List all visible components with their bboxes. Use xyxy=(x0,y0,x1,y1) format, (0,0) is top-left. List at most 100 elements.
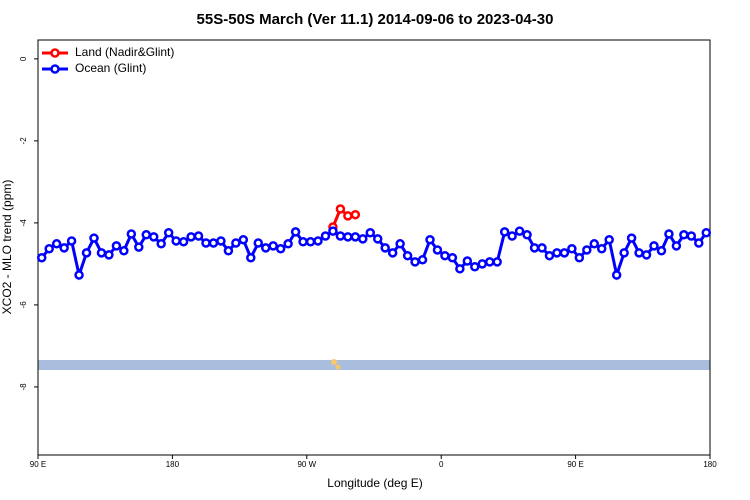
data-point xyxy=(343,232,353,242)
data-point xyxy=(44,243,54,254)
data-point xyxy=(290,227,301,237)
data-point xyxy=(193,231,204,241)
data-point xyxy=(671,241,682,251)
data-point xyxy=(372,234,383,244)
data-point xyxy=(186,232,196,242)
data-point xyxy=(350,209,361,220)
data-point xyxy=(499,227,510,237)
data-point xyxy=(604,234,614,245)
data-point xyxy=(358,234,368,244)
data-point xyxy=(634,248,644,258)
y-tick-label: -8 xyxy=(19,383,28,391)
data-point xyxy=(111,241,122,251)
data-point xyxy=(656,246,667,256)
data-point xyxy=(432,245,443,255)
data-point xyxy=(268,241,278,251)
data-point xyxy=(201,238,211,248)
data-point xyxy=(260,243,271,253)
data-point xyxy=(231,238,241,248)
data-point xyxy=(320,231,331,241)
data-point xyxy=(596,243,607,254)
data-point xyxy=(104,250,114,260)
data-point xyxy=(66,236,77,246)
y-axis-label: XCO2 - MLO trend (ppm) xyxy=(0,180,14,315)
data-point xyxy=(611,270,622,280)
data-point xyxy=(507,231,517,241)
data-point xyxy=(283,239,293,249)
data-point xyxy=(626,233,637,243)
data-point xyxy=(582,245,592,255)
data-point xyxy=(275,243,286,254)
y-tick-label: 0 xyxy=(19,56,28,61)
data-point xyxy=(402,250,413,261)
data-point xyxy=(567,243,577,254)
data-point xyxy=(119,246,129,256)
legend-marker xyxy=(50,48,60,58)
y-tick-label: -6 xyxy=(19,301,28,309)
data-point xyxy=(253,238,264,248)
data-point xyxy=(171,236,181,246)
legend-label: Land (Nadir&Glint) xyxy=(75,45,174,59)
data-point xyxy=(81,248,92,258)
data-point xyxy=(89,233,99,243)
data-point xyxy=(313,236,323,246)
data-point xyxy=(216,236,226,246)
x-tick-label: 180 xyxy=(166,460,180,469)
legend-label: Ocean (Glint) xyxy=(75,61,146,75)
data-point xyxy=(148,232,159,242)
data-point xyxy=(380,243,390,253)
data-point xyxy=(619,248,629,258)
data-point xyxy=(455,264,465,274)
data-point xyxy=(425,234,435,245)
x-tick-label: 90 E xyxy=(567,460,583,469)
data-point xyxy=(328,226,338,236)
data-point xyxy=(238,234,249,245)
data-point xyxy=(686,231,697,241)
data-point xyxy=(126,229,137,239)
data-point xyxy=(134,242,144,252)
y-tick-label: -4 xyxy=(19,219,28,227)
chart-title: 55S-50S March (Ver 11.1) 2014-09-06 to 2… xyxy=(197,11,554,28)
data-point xyxy=(664,229,674,239)
x-axis-label: Longitude (deg E) xyxy=(327,476,422,490)
data-point xyxy=(559,248,570,258)
data-point xyxy=(305,237,316,247)
data-point xyxy=(447,253,458,263)
data-point xyxy=(395,239,405,249)
data-point xyxy=(514,226,525,236)
data-point xyxy=(529,243,540,253)
data-point xyxy=(156,239,166,249)
data-point xyxy=(365,227,376,238)
data-point xyxy=(335,204,346,214)
data-point xyxy=(51,239,62,249)
x-tick-label: 0 xyxy=(439,460,444,469)
data-point xyxy=(470,262,480,272)
data-point xyxy=(343,211,353,221)
data-point xyxy=(544,250,555,261)
data-point xyxy=(649,241,659,251)
data-point xyxy=(74,270,84,280)
data-point xyxy=(694,238,704,248)
data-point xyxy=(417,255,428,265)
y-tick-label: -2 xyxy=(19,137,28,145)
plot-frame xyxy=(37,39,711,456)
data-point xyxy=(589,239,600,249)
legend-marker xyxy=(50,64,60,74)
band-spot xyxy=(331,359,337,365)
data-point xyxy=(477,259,488,269)
data-point xyxy=(36,253,47,263)
data-point xyxy=(641,250,652,260)
data-point xyxy=(410,257,420,267)
data-point xyxy=(679,230,689,240)
region-band xyxy=(38,360,710,370)
x-tick-label: 90 W xyxy=(297,460,316,469)
data-point xyxy=(141,230,152,240)
x-tick-label: 90 E xyxy=(30,460,46,469)
data-point xyxy=(96,248,107,258)
band-spot xyxy=(335,364,341,370)
data-point xyxy=(537,243,547,253)
data-point xyxy=(387,248,398,258)
data-point xyxy=(350,232,361,242)
